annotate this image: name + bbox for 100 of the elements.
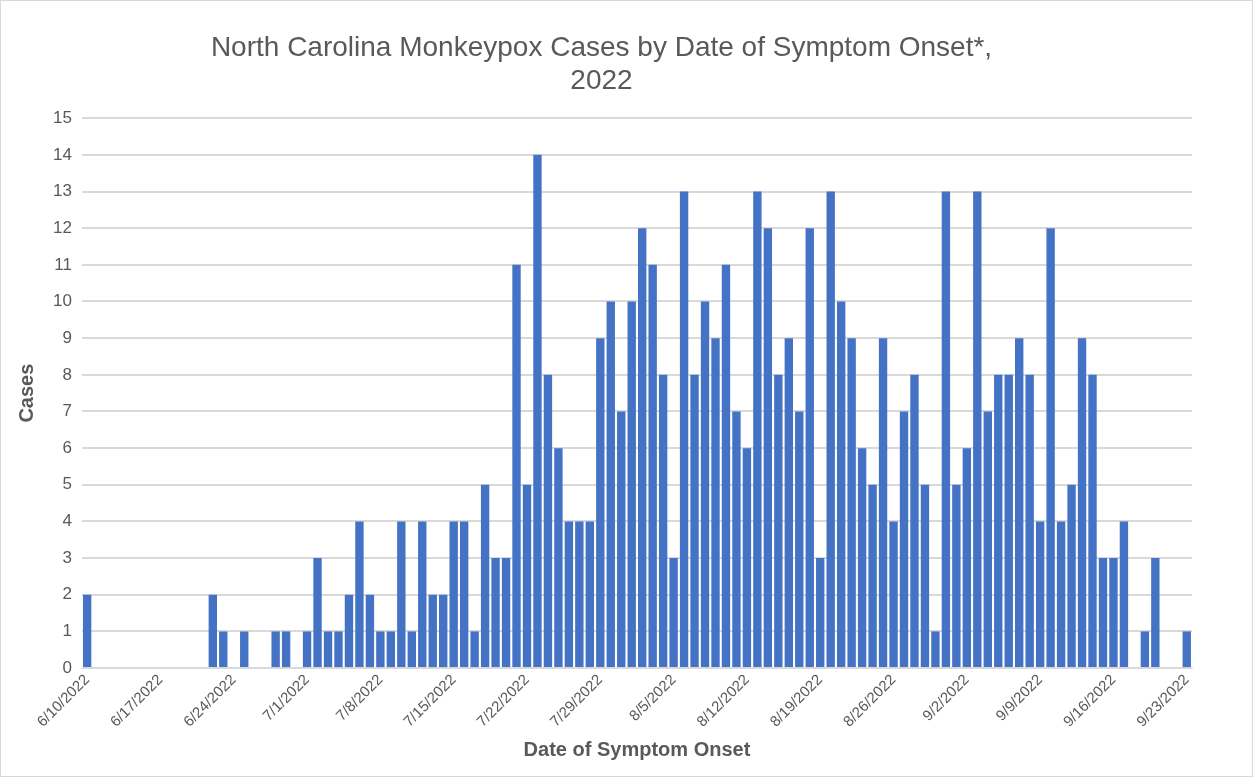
bar — [627, 301, 636, 668]
bar — [501, 558, 511, 668]
bar — [459, 521, 469, 668]
bar — [690, 374, 699, 668]
bar — [784, 338, 793, 668]
bar — [512, 264, 521, 668]
bar — [931, 631, 940, 668]
bar — [1056, 521, 1066, 668]
bar — [449, 521, 458, 668]
bar — [1004, 374, 1013, 668]
bar — [1182, 631, 1191, 668]
bar — [334, 631, 343, 668]
bar — [596, 338, 605, 668]
bar — [648, 264, 657, 668]
bar — [994, 374, 1003, 668]
bar — [1088, 374, 1097, 668]
bar — [836, 301, 846, 668]
bar — [679, 191, 689, 668]
y-tick-label: 1 — [62, 621, 72, 641]
bar — [983, 411, 992, 668]
bar — [1046, 228, 1055, 668]
bar — [774, 374, 783, 668]
bar — [323, 631, 333, 668]
bar — [418, 521, 427, 668]
bar — [899, 411, 909, 668]
y-tick-label: 11 — [54, 254, 72, 274]
y-tick-label: 7 — [62, 401, 72, 421]
bar — [732, 411, 741, 668]
bar — [638, 228, 647, 668]
bar — [1098, 558, 1108, 668]
bar — [208, 594, 218, 668]
bar — [1140, 631, 1150, 668]
bar — [763, 228, 773, 668]
bar — [658, 374, 668, 668]
bar — [910, 374, 919, 668]
bar — [795, 411, 804, 668]
y-tick-label: 2 — [62, 584, 72, 604]
bar — [920, 484, 930, 668]
bar — [973, 191, 982, 668]
bar — [1035, 521, 1045, 668]
y-tick-label: 4 — [62, 511, 72, 531]
chart-title: North Carolina Monkeypox Cases by Date of Symptom Onset*, 2022 — [210, 30, 993, 96]
bar — [742, 448, 752, 668]
bar — [313, 558, 322, 668]
bar — [575, 521, 584, 668]
bar — [816, 558, 825, 668]
bar — [439, 594, 448, 668]
bar — [952, 484, 961, 668]
bar — [1067, 484, 1076, 668]
y-tick-label: 12 — [52, 217, 72, 237]
bar — [428, 594, 437, 668]
bar — [376, 631, 385, 668]
y-tick-label: 5 — [62, 474, 72, 494]
bar — [711, 338, 720, 668]
bar — [1025, 374, 1034, 668]
bar — [606, 301, 615, 668]
bar — [585, 521, 595, 668]
bar — [700, 301, 710, 668]
y-tick-label: 14 — [52, 144, 72, 164]
bar — [826, 191, 835, 668]
y-tick-label: 3 — [62, 547, 72, 567]
bar — [543, 374, 553, 668]
bar — [721, 264, 731, 668]
bar — [868, 484, 877, 668]
bar — [82, 594, 92, 668]
bar — [240, 631, 249, 668]
bar — [564, 521, 574, 668]
bar — [470, 631, 479, 668]
bar — [365, 594, 375, 668]
bar — [1151, 558, 1160, 668]
bar — [491, 558, 500, 668]
bar — [407, 631, 416, 668]
bar — [1077, 338, 1087, 668]
bar — [878, 338, 888, 668]
bar — [522, 484, 532, 668]
bar — [1109, 558, 1118, 668]
bar — [386, 631, 396, 668]
y-axis-title: Cases — [14, 363, 37, 423]
bar — [480, 484, 490, 668]
y-tick-label: 0 — [62, 657, 72, 677]
y-tick-label: 8 — [62, 364, 72, 384]
bar — [302, 631, 312, 668]
bar — [355, 521, 364, 668]
y-tick-label: 10 — [52, 291, 72, 311]
bar — [533, 154, 542, 668]
bar — [397, 521, 406, 668]
bar — [962, 448, 972, 668]
bar — [805, 228, 814, 668]
y-tick-label: 15 — [52, 107, 72, 127]
y-tick-label: 13 — [52, 181, 72, 201]
bar — [344, 594, 354, 668]
bar — [669, 558, 678, 668]
bar — [281, 631, 291, 668]
bar — [1015, 338, 1024, 668]
bar — [857, 448, 867, 668]
bar — [847, 338, 856, 668]
bar — [271, 631, 280, 668]
x-axis-title: Date of Symptom Onset — [523, 737, 751, 760]
bar — [617, 411, 626, 668]
bar — [1119, 521, 1129, 668]
